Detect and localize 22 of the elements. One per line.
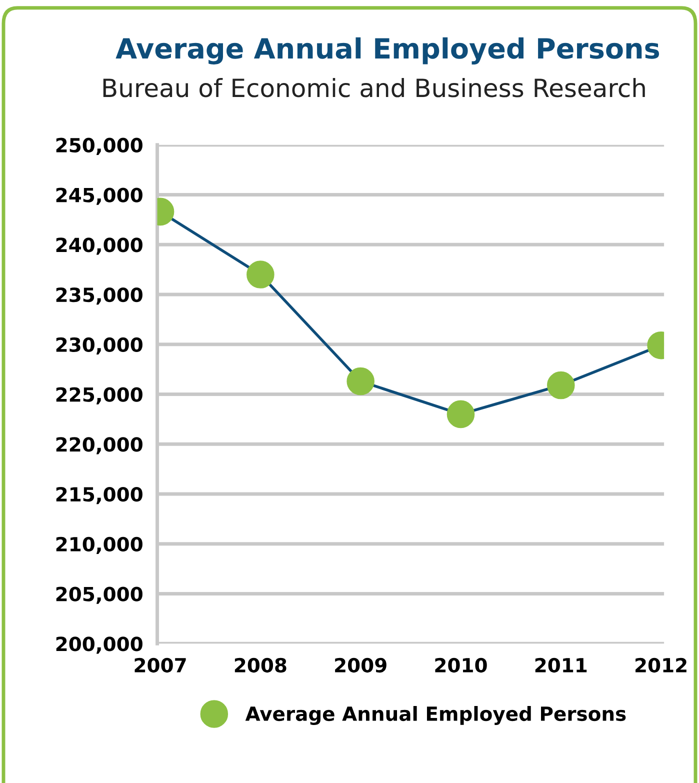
y-tick-label: 220,000 <box>56 437 142 454</box>
x-tick-label: 2012 <box>636 658 686 673</box>
y-tick-label: 235,000 <box>56 287 142 305</box>
y-tick-label: 250,000 <box>56 138 142 156</box>
point <box>346 367 374 396</box>
y-tick-label: 210,000 <box>56 536 142 554</box>
point <box>446 400 475 428</box>
x-tick-label: 2009 <box>335 658 386 673</box>
y-tick-label: 240,000 <box>56 238 142 255</box>
x-tick-label: 2010 <box>435 658 487 673</box>
chart-subtitle: Bureau of Economic and Business Research <box>103 78 645 98</box>
legend-label: Average Annual Employed Persons <box>245 706 626 725</box>
y-tick-label: 225,000 <box>56 387 142 404</box>
y-tick-label: 215,000 <box>56 486 142 504</box>
chart-title: Average Annual Employed Persons <box>116 37 660 64</box>
x-tick-label: 2011 <box>535 658 587 673</box>
y-tick-label: 205,000 <box>56 586 142 604</box>
x-tick-label: 2008 <box>234 658 286 673</box>
y-tick-label: 245,000 <box>56 188 142 205</box>
y-tick-label: 230,000 <box>56 337 142 355</box>
y-tick-label: 200,000 <box>56 636 142 654</box>
x-tick-label: 2007 <box>134 658 186 673</box>
